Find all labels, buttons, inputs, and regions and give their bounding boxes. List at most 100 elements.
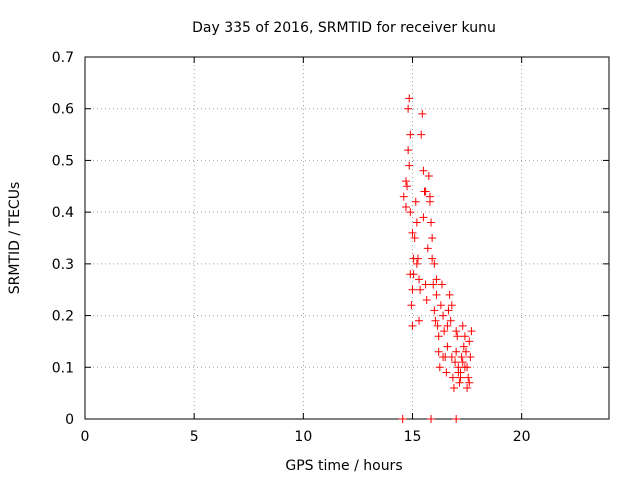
data-point	[458, 358, 467, 367]
y-tick-label: 0.2	[52, 309, 74, 325]
data-point	[452, 347, 461, 356]
data-point	[399, 192, 408, 201]
x-tick-label: 0	[81, 429, 90, 445]
data-point	[410, 234, 419, 242]
data-point	[461, 347, 470, 356]
data-point	[429, 280, 438, 289]
y-tick-label: 0.6	[52, 102, 74, 118]
data-point	[436, 301, 445, 310]
data-point	[458, 321, 467, 330]
x-axis-label: GPS time / hours	[285, 458, 402, 474]
data-point	[434, 332, 443, 341]
data-point	[408, 285, 417, 294]
data-point	[405, 161, 414, 170]
data-point	[444, 306, 453, 315]
data-point	[456, 373, 465, 382]
data-point	[409, 270, 418, 279]
data-point	[427, 218, 436, 227]
data-point	[437, 280, 446, 289]
x-tick-label: 15	[404, 429, 422, 445]
data-point	[405, 94, 414, 103]
data-point	[404, 104, 413, 113]
data-point	[464, 373, 473, 382]
data-point	[453, 332, 462, 341]
data-point	[406, 208, 415, 217]
data-point	[445, 290, 454, 299]
data-point	[460, 363, 469, 372]
grid-lines	[85, 57, 609, 419]
data-point	[432, 290, 441, 299]
data-point	[404, 146, 413, 155]
y-tick-label: 0.5	[52, 153, 74, 169]
y-tick-label: 0.1	[52, 360, 74, 376]
data-point	[421, 280, 430, 289]
x-tick-label: 5	[190, 429, 199, 445]
data-point	[421, 187, 430, 196]
data-point	[466, 352, 475, 361]
data-point	[424, 171, 433, 180]
y-tick-label: 0	[65, 412, 74, 428]
data-point	[449, 383, 458, 392]
data-point	[430, 306, 439, 315]
data-point	[460, 332, 469, 341]
x-tick-label: 20	[513, 429, 531, 445]
data-point	[433, 321, 442, 330]
data-point	[425, 192, 434, 201]
data-point	[401, 177, 410, 186]
data-point	[403, 182, 412, 191]
data-point	[407, 301, 416, 310]
data-point	[465, 337, 474, 346]
data-point	[467, 327, 476, 336]
data-point	[431, 316, 440, 325]
data-point	[408, 321, 417, 330]
data-point	[442, 368, 451, 377]
plot-area-frame	[84, 56, 610, 420]
data-point	[415, 316, 424, 325]
data-points	[398, 94, 476, 423]
data-point	[406, 130, 415, 139]
data-point	[447, 301, 456, 310]
x-tick-label: 10	[294, 429, 312, 445]
data-point	[401, 202, 410, 211]
data-point	[419, 166, 428, 175]
data-point	[443, 321, 452, 330]
data-point	[413, 254, 422, 263]
data-point	[455, 378, 464, 387]
data-point	[428, 254, 437, 263]
data-point	[423, 244, 432, 253]
y-tick-label: 0.7	[52, 50, 74, 66]
data-point	[443, 342, 452, 351]
data-point	[412, 259, 421, 268]
data-point	[422, 296, 431, 305]
data-point	[419, 213, 428, 222]
data-point	[408, 228, 417, 237]
data-point	[398, 415, 407, 423]
data-point	[440, 327, 449, 336]
data-point	[427, 415, 436, 423]
data-point	[463, 383, 472, 392]
data-point	[435, 363, 444, 372]
data-point	[411, 197, 420, 206]
data-point	[457, 352, 466, 361]
data-point	[432, 275, 441, 284]
data-point	[439, 311, 448, 320]
data-point	[452, 327, 461, 336]
data-point	[417, 130, 426, 139]
data-point	[418, 109, 427, 118]
data-point	[465, 378, 474, 387]
data-point	[428, 234, 437, 242]
data-point	[454, 368, 463, 377]
axis-ticks: 0 5 10 15 20 0 0.1 0.2 0.3 0.4 0.5 0.6 0.7	[52, 50, 609, 445]
y-tick-label: 0.3	[52, 257, 74, 273]
data-point	[439, 352, 448, 361]
y-tick-label: 0.4	[52, 205, 74, 221]
data-point	[415, 275, 424, 284]
data-point	[446, 316, 455, 325]
data-point	[447, 352, 456, 361]
data-point	[434, 347, 443, 356]
y-axis-label: SRMTID / TECUs	[7, 182, 23, 295]
data-point	[412, 218, 421, 227]
data-point	[416, 285, 425, 294]
data-point	[448, 373, 457, 382]
